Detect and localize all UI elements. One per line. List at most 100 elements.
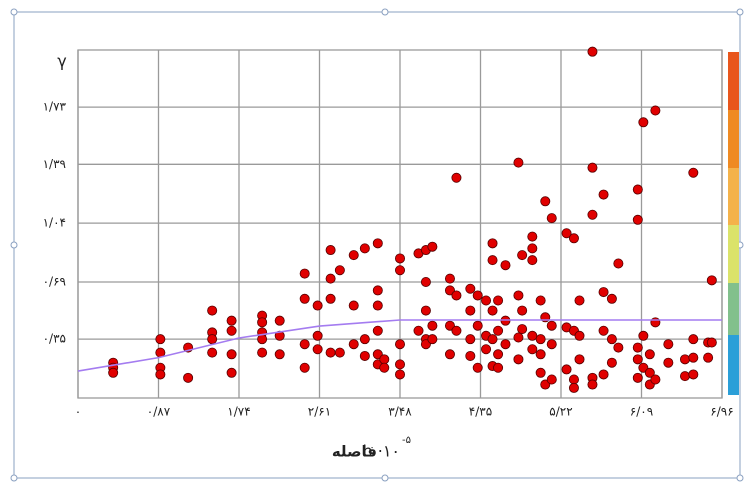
point bbox=[663, 339, 674, 350]
point bbox=[394, 359, 405, 370]
point bbox=[493, 349, 504, 360]
point bbox=[606, 334, 617, 345]
point bbox=[325, 347, 336, 358]
point bbox=[568, 382, 579, 393]
point bbox=[517, 305, 528, 316]
x-axis-symbol: h ·۱۰ bbox=[363, 442, 401, 461]
point bbox=[155, 369, 166, 380]
point bbox=[472, 362, 483, 373]
point bbox=[650, 105, 661, 116]
point bbox=[632, 214, 643, 225]
point bbox=[487, 238, 498, 249]
point bbox=[207, 347, 218, 358]
point bbox=[183, 372, 194, 383]
point bbox=[493, 362, 504, 373]
point bbox=[325, 245, 336, 256]
point bbox=[207, 334, 218, 345]
point bbox=[535, 334, 546, 345]
point bbox=[274, 349, 285, 360]
x-axis-label: فاصله bbox=[332, 443, 377, 461]
point bbox=[413, 325, 424, 336]
point bbox=[394, 339, 405, 350]
x-axis-exponent: -۵ bbox=[402, 435, 411, 446]
point bbox=[598, 325, 609, 336]
point bbox=[493, 295, 504, 306]
point bbox=[334, 265, 345, 276]
point bbox=[613, 342, 624, 353]
point bbox=[561, 364, 572, 375]
x-tick-label: ۳/۴۸ bbox=[388, 405, 412, 419]
point bbox=[299, 268, 310, 279]
point bbox=[451, 325, 462, 336]
x-tick-label: ۴/۳۵ bbox=[469, 405, 492, 419]
point bbox=[644, 349, 655, 360]
point bbox=[587, 209, 598, 220]
point bbox=[487, 305, 498, 316]
point bbox=[703, 352, 714, 363]
point bbox=[535, 367, 546, 378]
point bbox=[546, 320, 557, 331]
point bbox=[312, 300, 323, 311]
point bbox=[513, 290, 524, 301]
point bbox=[574, 330, 585, 341]
plot-border bbox=[77, 49, 723, 399]
point bbox=[226, 367, 237, 378]
point bbox=[274, 315, 285, 326]
point bbox=[663, 357, 674, 368]
point bbox=[527, 231, 538, 242]
point bbox=[372, 285, 383, 296]
point bbox=[500, 260, 511, 271]
point bbox=[334, 347, 345, 358]
model-curve bbox=[77, 319, 722, 372]
point bbox=[606, 293, 617, 304]
point bbox=[500, 339, 511, 350]
point bbox=[487, 334, 498, 345]
point bbox=[299, 362, 310, 373]
point bbox=[427, 334, 438, 345]
point bbox=[527, 255, 538, 266]
point bbox=[546, 213, 557, 224]
point bbox=[587, 46, 598, 57]
point bbox=[546, 339, 557, 350]
point bbox=[379, 354, 390, 365]
point bbox=[465, 350, 476, 361]
point bbox=[372, 300, 383, 311]
point bbox=[706, 275, 717, 286]
point bbox=[527, 330, 538, 341]
point bbox=[257, 347, 268, 358]
point bbox=[427, 320, 438, 331]
point bbox=[348, 300, 359, 311]
point bbox=[535, 349, 546, 360]
point bbox=[465, 283, 476, 294]
point bbox=[568, 233, 579, 244]
point bbox=[325, 273, 336, 284]
point bbox=[472, 290, 483, 301]
y-tick-label: ۰/۶۹ bbox=[43, 275, 66, 289]
point bbox=[481, 295, 492, 306]
point bbox=[688, 334, 699, 345]
point bbox=[394, 265, 405, 276]
point bbox=[465, 305, 476, 316]
x-tick-label: ۶/۰۹ bbox=[630, 405, 653, 419]
point bbox=[587, 162, 598, 173]
point bbox=[493, 325, 504, 336]
point bbox=[312, 330, 323, 341]
point bbox=[465, 334, 476, 345]
point bbox=[679, 354, 690, 365]
point bbox=[606, 357, 617, 368]
point bbox=[312, 344, 323, 355]
point bbox=[598, 287, 609, 298]
point bbox=[527, 243, 538, 254]
point bbox=[632, 372, 643, 383]
point bbox=[226, 315, 237, 326]
point bbox=[348, 250, 359, 261]
point bbox=[226, 349, 237, 360]
point bbox=[688, 369, 699, 380]
point bbox=[348, 339, 359, 350]
point bbox=[451, 172, 462, 183]
point bbox=[394, 369, 405, 380]
point bbox=[598, 369, 609, 380]
y-tick-label: ۰/۳۵ bbox=[43, 332, 66, 346]
point bbox=[487, 255, 498, 266]
